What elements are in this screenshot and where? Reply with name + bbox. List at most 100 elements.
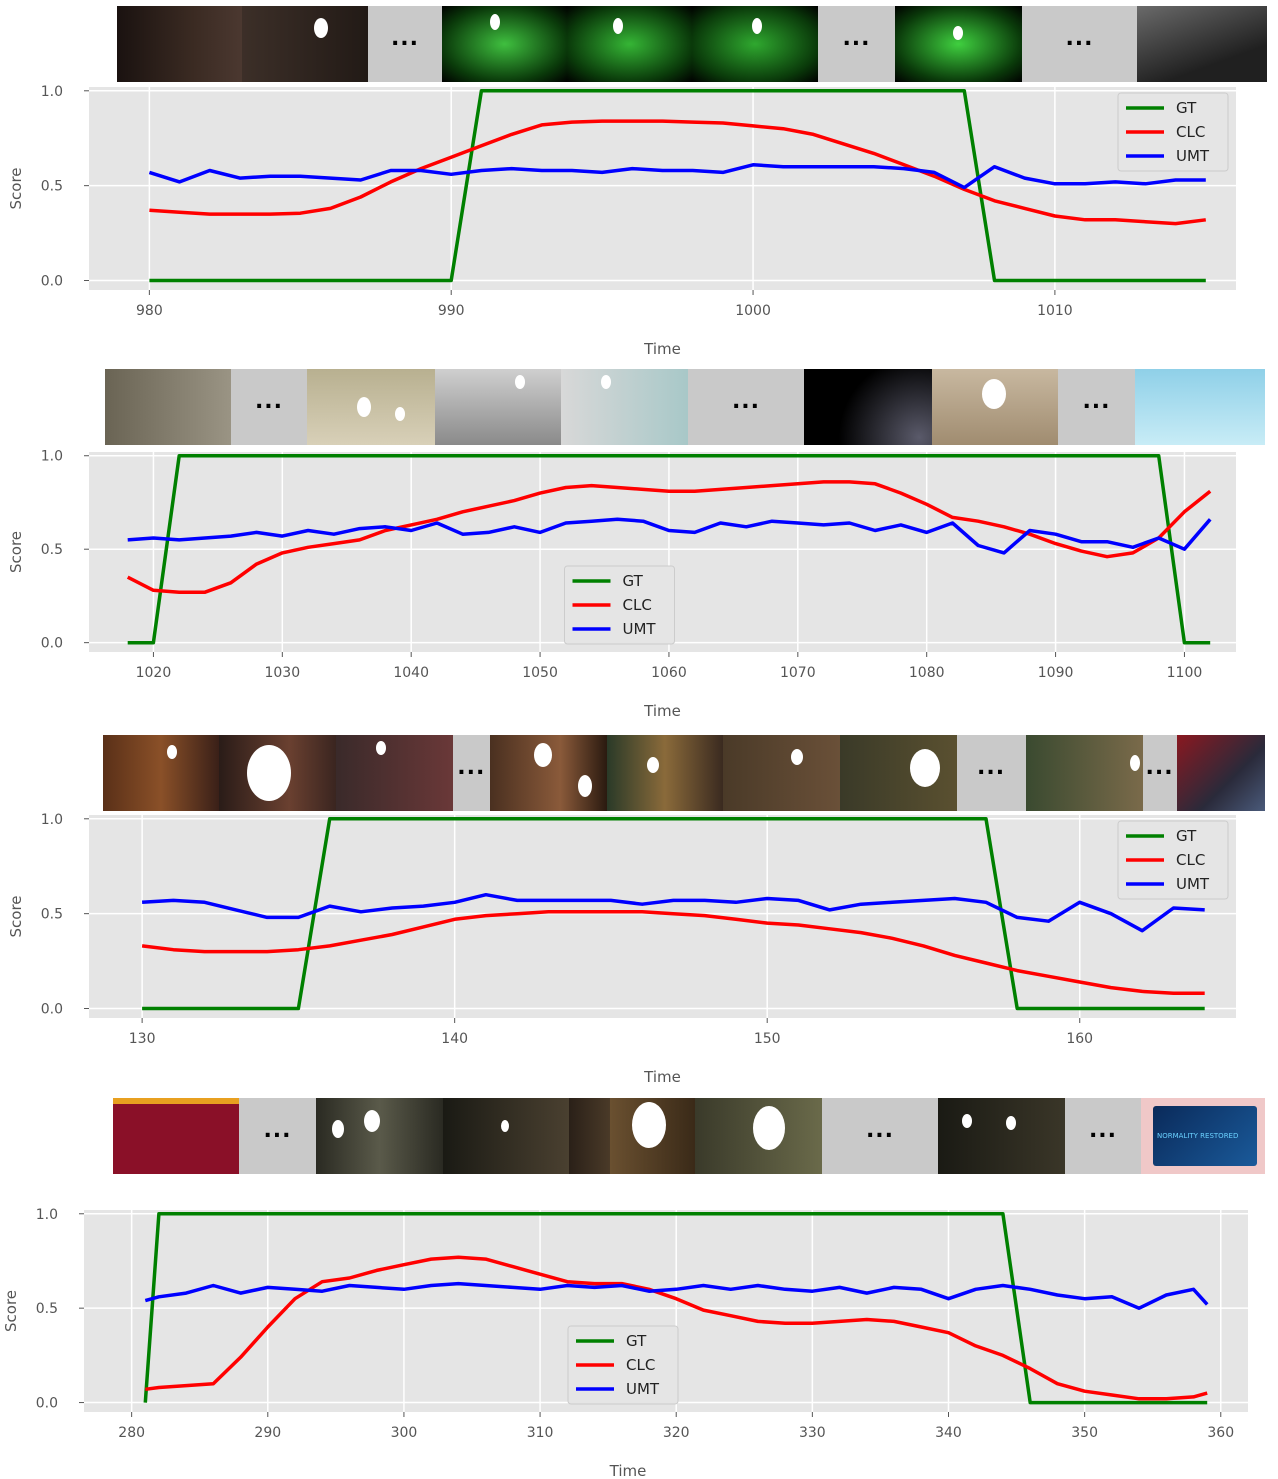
ellipsis-icon: ··· xyxy=(1082,394,1111,420)
thumbnail-frame xyxy=(561,369,688,445)
ellipsis-icon: ··· xyxy=(254,394,284,420)
ellipsis-icon: ··· xyxy=(457,760,486,786)
series-line-gt xyxy=(149,89,1206,283)
thumbnail-frame xyxy=(695,1098,822,1174)
x-tick-label: 290 xyxy=(254,1425,281,1441)
y-tick-label: 0.0 xyxy=(41,274,63,290)
legend: GT CLC UMT xyxy=(1117,820,1229,900)
x-tick-label: 140 xyxy=(441,1031,468,1047)
x-tick-label: 150 xyxy=(754,1031,781,1047)
face-mask xyxy=(577,775,592,797)
thumbnail-frame xyxy=(335,735,453,811)
line-chart: 130 140 150 160 0.0 0.5 1.0 Time Score GT CLC UMT xyxy=(7,812,1236,1086)
thumbnail-ellipsis: ··· xyxy=(452,735,490,811)
legend-label: UMT xyxy=(623,620,657,638)
thumbnail-frame xyxy=(1025,735,1143,811)
y-tick-label: 1.0 xyxy=(41,812,63,828)
face-mask xyxy=(953,26,963,40)
ellipsis-icon: ··· xyxy=(842,31,871,57)
face-mask xyxy=(1129,755,1140,771)
legend-box xyxy=(564,565,675,645)
thumbnail-ellipsis: ··· xyxy=(822,1098,938,1174)
y-tick-label: 0.5 xyxy=(41,542,63,558)
face-mask xyxy=(247,745,292,801)
thumbnail-ellipsis: ··· xyxy=(956,735,1026,811)
ellipsis-icon: ··· xyxy=(263,1123,292,1149)
y-tick-label: 1.0 xyxy=(41,84,63,100)
thumbnail-frame xyxy=(242,6,368,82)
thumbnail-strip: ··· ··· ··· xyxy=(105,369,1265,445)
face-mask xyxy=(515,375,525,389)
y-axis-label: Score xyxy=(7,167,25,209)
face-mask xyxy=(752,18,762,34)
x-tick-label: 360 xyxy=(1207,1425,1234,1441)
x-axis-label: Time xyxy=(643,1068,681,1086)
ellipsis-icon: ··· xyxy=(1088,1123,1118,1149)
thumbnail-frame xyxy=(113,1098,239,1174)
legend-label: GT xyxy=(1176,99,1197,117)
legend-label: UMT xyxy=(1176,875,1210,893)
thumbnail-frame xyxy=(804,369,932,445)
legend: GT CLC UMT xyxy=(1117,92,1229,172)
y-tick-label: 0.0 xyxy=(41,1002,63,1018)
thumbnail-frame xyxy=(692,6,818,82)
y-tick-label: 1.0 xyxy=(41,449,63,465)
thumbnail-ellipsis: ··· xyxy=(239,1098,316,1174)
chart-panel-3: ··· ··· ··· 130 140 150 160 0.0 0.5 1.0 Time Sco… xyxy=(0,728,1278,1092)
ellipsis-icon: ··· xyxy=(977,760,1006,786)
x-tick-label: 990 xyxy=(438,303,465,319)
thumbnail-strip: ··· ··· ··· xyxy=(103,735,1265,811)
y-tick-label: 0.0 xyxy=(36,1396,58,1412)
screen-display: NORMALITY RESTORED xyxy=(1153,1106,1257,1166)
thumbnail-frame xyxy=(219,735,336,811)
face-mask xyxy=(962,1114,972,1128)
series-line-gt xyxy=(127,453,1211,645)
series-line-gt xyxy=(143,1212,1208,1405)
thumbnail-frame xyxy=(103,735,220,811)
thumbnail-ellipsis: ··· xyxy=(1065,1098,1141,1174)
thumbnail-ellipsis: ··· xyxy=(1058,369,1135,445)
y-axis-label: Score xyxy=(7,895,25,937)
legend-label: GT xyxy=(1176,827,1197,845)
thumbnail-frame xyxy=(895,6,1022,82)
series-line-umt xyxy=(141,892,1205,933)
x-axis-label: Time xyxy=(643,702,681,720)
thumbnail-ellipsis: ··· xyxy=(818,6,895,82)
ellipsis-icon: ··· xyxy=(1065,31,1094,57)
x-axis-label: Time xyxy=(643,340,681,358)
x-tick-label: 350 xyxy=(1071,1425,1098,1441)
thumbnail-frame xyxy=(442,6,567,82)
face-mask xyxy=(533,743,552,767)
x-tick-label: 1070 xyxy=(780,665,816,681)
series-line-umt xyxy=(148,163,1206,190)
thumbnail-frame xyxy=(606,735,723,811)
ellipsis-icon: ··· xyxy=(865,1123,895,1149)
thumbnail-frame xyxy=(567,6,692,82)
legend-label: CLC xyxy=(1176,123,1205,141)
thumbnail-frame: NORMALITY RESTORED xyxy=(1141,1098,1265,1174)
x-tick-label: 310 xyxy=(527,1425,554,1441)
x-tick-label: 1080 xyxy=(909,665,945,681)
thumbnail-frame xyxy=(117,6,242,82)
ellipsis-icon: ··· xyxy=(1145,760,1174,786)
series-line-umt xyxy=(144,1281,1209,1310)
face-mask xyxy=(501,1120,509,1132)
x-tick-label: 1050 xyxy=(522,665,558,681)
thumbnail-frame xyxy=(722,735,840,811)
y-tick-label: 0.5 xyxy=(41,907,63,923)
line-chart: 980 990 1000 1010 0.0 0.5 1.0 Time Score GT CLC UMT xyxy=(7,84,1236,358)
series-line-clc xyxy=(145,1255,1208,1401)
x-tick-label: 1040 xyxy=(393,665,429,681)
thumbnail-ellipsis: ··· xyxy=(231,369,307,445)
chart-panel-4: ··· ··· ··· NORMALITY RESTORED 280 290 300… xyxy=(0,1092,1278,1479)
legend: GT CLC UMT xyxy=(567,1325,679,1405)
face-mask xyxy=(314,18,328,38)
thumbnail-frame xyxy=(1176,735,1265,811)
thumbnail-frame xyxy=(316,1098,443,1174)
y-tick-label: 0.0 xyxy=(41,636,63,652)
screen-text: NORMALITY RESTORED xyxy=(1157,1132,1239,1140)
y-tick-label: 0.5 xyxy=(41,179,63,195)
face-mask xyxy=(357,397,371,417)
thumbnail-frame xyxy=(435,369,561,445)
series-line-gt xyxy=(142,817,1205,1011)
